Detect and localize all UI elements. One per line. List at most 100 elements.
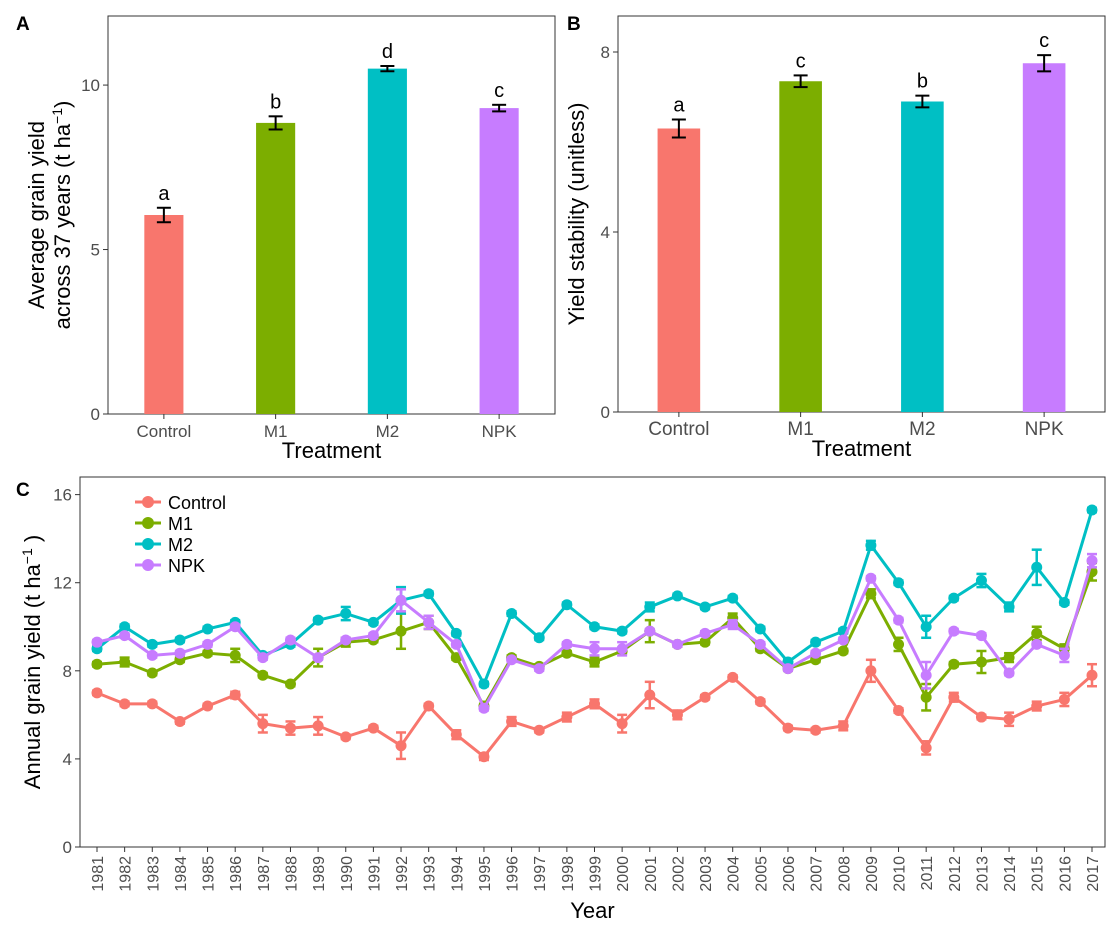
data-point xyxy=(450,652,462,664)
x-tick-label: 1992 xyxy=(394,856,411,892)
legend-label: Control xyxy=(168,493,226,513)
data-point xyxy=(284,722,296,734)
data-point xyxy=(229,649,241,661)
x-tick-label: Control xyxy=(648,419,709,440)
data-point xyxy=(450,627,462,639)
data-point xyxy=(644,601,656,613)
bar-m1 xyxy=(256,122,296,415)
data-point xyxy=(91,658,103,670)
data-point xyxy=(782,663,794,675)
x-tick-label: 1996 xyxy=(505,856,522,892)
data-point xyxy=(340,608,352,620)
y-tick-label: 0 xyxy=(601,403,610,422)
data-point xyxy=(1031,638,1043,650)
legend-key-point xyxy=(142,517,154,529)
bar-control xyxy=(657,128,701,412)
data-point xyxy=(174,647,186,659)
data-point xyxy=(1086,669,1098,681)
x-tick-label: 2006 xyxy=(781,856,798,892)
data-point xyxy=(146,638,158,650)
data-point xyxy=(727,671,739,683)
y-tick-label: 0 xyxy=(91,405,100,424)
data-point xyxy=(589,656,600,668)
data-point xyxy=(754,696,766,708)
data-point xyxy=(450,729,462,741)
y-axis-label-superscript: −1 xyxy=(19,548,35,564)
data-point xyxy=(257,718,269,730)
data-point xyxy=(975,711,987,723)
significance-letter: d xyxy=(382,41,393,63)
bar-m1 xyxy=(779,81,822,412)
data-point xyxy=(810,636,822,648)
y-axis-label: Average grain yield xyxy=(24,121,49,309)
x-tick-label: 1986 xyxy=(228,856,245,892)
y-tick-label: 5 xyxy=(91,241,100,260)
y-axis-label-line2: across 37 years (t ha−1) xyxy=(49,101,75,330)
data-point xyxy=(1003,713,1015,725)
data-point xyxy=(450,638,462,650)
data-point xyxy=(257,652,269,664)
data-point xyxy=(699,627,711,639)
significance-letter: c xyxy=(796,50,806,72)
y-axis-label-close: ) xyxy=(50,101,75,108)
data-point xyxy=(257,669,269,681)
x-tick-label: 2014 xyxy=(1002,856,1019,892)
panel-letter: B xyxy=(567,14,581,35)
x-tick-label: 1995 xyxy=(477,856,494,892)
x-tick-label: 1988 xyxy=(283,856,300,892)
x-tick-label: M1 xyxy=(787,419,813,440)
x-tick-label: 2013 xyxy=(974,856,991,892)
data-point xyxy=(920,742,932,754)
data-point xyxy=(91,636,103,648)
x-tick-label: NPK xyxy=(1025,419,1064,440)
x-tick-label: 2003 xyxy=(698,856,715,892)
x-tick-label: M1 xyxy=(264,422,288,441)
data-point xyxy=(893,614,905,626)
data-point xyxy=(146,649,158,661)
data-point xyxy=(671,638,683,650)
data-point xyxy=(920,691,932,703)
x-tick-label: 2012 xyxy=(947,856,964,892)
panel-letter: A xyxy=(16,14,30,35)
data-point xyxy=(616,625,628,637)
panel-a: 0 5 10 a Control b M1 d M2 c NPK Treatment Average g… xyxy=(16,14,556,463)
data-point xyxy=(837,645,849,657)
data-point xyxy=(202,647,214,659)
data-point xyxy=(589,698,600,710)
x-tick-label: 2016 xyxy=(1057,856,1074,892)
data-point xyxy=(174,715,186,727)
y-axis-label-text: Annual grain yield (t ha xyxy=(20,563,45,789)
data-point xyxy=(284,678,296,690)
x-tick-label: 1997 xyxy=(532,856,549,892)
series-m1 xyxy=(91,561,1098,712)
series-control xyxy=(91,658,1098,763)
data-point xyxy=(395,594,407,606)
data-point xyxy=(1003,667,1015,679)
x-tick-label: M2 xyxy=(376,422,400,441)
data-point xyxy=(395,625,407,637)
data-point xyxy=(865,588,877,600)
y-tick-label: 0 xyxy=(63,838,72,857)
x-axis-label: Treatment xyxy=(282,438,381,463)
x-tick-label: M2 xyxy=(909,419,935,440)
legend-label: M1 xyxy=(168,514,193,534)
data-point xyxy=(229,621,241,633)
data-point xyxy=(948,592,960,604)
series-m2 xyxy=(91,504,1098,690)
data-point xyxy=(810,647,822,659)
data-point xyxy=(229,689,241,701)
y-tick-label: 4 xyxy=(601,223,610,242)
y-axis-label-superscript: −1 xyxy=(49,108,65,124)
panel-letter: C xyxy=(16,480,30,501)
data-point xyxy=(312,720,324,732)
data-point xyxy=(616,643,628,655)
data-point xyxy=(589,621,600,633)
x-tick-label: 2001 xyxy=(643,856,660,892)
data-point xyxy=(146,667,158,679)
x-axis-label: Year xyxy=(570,898,614,921)
significance-letter: b xyxy=(917,71,928,93)
x-tick-label: 2010 xyxy=(892,856,909,892)
bar-m2 xyxy=(901,101,944,412)
data-point xyxy=(423,588,435,600)
